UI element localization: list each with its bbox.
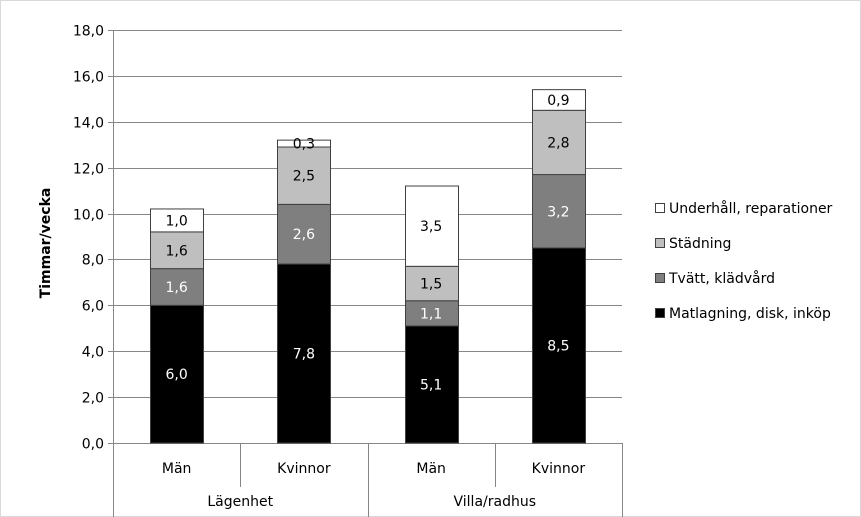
bar-segment [405,325,459,444]
y-tick-label: 4,0 [82,345,104,361]
bar-segment [532,109,586,176]
legend-swatch [655,273,665,283]
legend-entry-label: Matlagning, disk, inköp [669,306,831,322]
bar-segment [405,185,459,267]
bar-segment [405,300,459,327]
bar-data-label: 0,3 [293,137,315,153]
bar-segment [277,139,331,148]
bar-segment [277,146,331,205]
bar-segment [405,265,459,302]
bar-data-label: 1,6 [165,243,187,259]
bar-data-label: 6,0 [165,367,187,383]
bar-data-label: 2,5 [293,169,315,185]
y-axis-label: Timmar/vecka [38,188,54,299]
y-tick-label: 18,0 [73,24,104,40]
bar-data-label: 1,0 [165,213,187,229]
bars [150,89,586,444]
bar-data-label: 0,9 [547,93,569,109]
bar-segment [150,231,204,270]
bar-data-label: 3,2 [547,204,569,220]
x-group-label: Lägenhet [207,494,273,510]
legend-entry-label: Underhåll, reparationer [669,200,833,217]
bar-segment [150,304,204,444]
bar-segment [277,203,331,265]
x-group-label: Villa/radhus [454,494,537,510]
data-labels: 6,0 1,6 1,6 1,0 7,8 2,6 2,5 0,3 5,1 1,1 1,5 3,5 8,5 3… [165,93,569,394]
bar-data-label: 1,5 [420,277,442,293]
legend-swatch [655,203,665,213]
y-tick-label: 10,0 [73,208,104,224]
bar-data-label: 8,5 [547,338,569,354]
bar-data-label: 3,5 [420,219,442,235]
y-tick-label: 8,0 [82,253,104,269]
x-category-label: Kvinnor [277,461,331,477]
bar-data-label: 1,1 [420,306,442,322]
bar-segment [532,174,586,249]
bar-segment [150,208,204,233]
y-tick-label: 6,0 [82,299,104,315]
y-tick-label: 0,0 [82,437,104,453]
y-tick-label: 14,0 [73,116,104,132]
bar-segment [532,89,586,111]
bar-segment [150,268,204,306]
legend-entry-label: Tvätt, klädvård [668,270,775,287]
y-tick-label: 16,0 [73,70,104,86]
legend-swatch [655,238,665,248]
axes: 0,0 2,0 4,0 6,0 8,0 10,0 12,0 14,0 16,0 18,0 Män Kv… [73,24,623,517]
legend-swatch [655,308,665,318]
bar-segment [532,247,586,444]
bar-data-label: 2,8 [547,135,569,151]
x-category-label: Män [162,461,192,477]
bar-data-label: 2,6 [293,227,315,243]
bar-data-label: 1,6 [165,280,187,296]
x-category-label: Kvinnor [532,461,586,477]
y-tick-label: 12,0 [73,162,104,178]
bar-data-label: 5,1 [420,377,442,393]
legend-entry-label: Städning [669,236,731,252]
legend: Underhåll, reparationer Städning Tvätt, kl… [655,200,833,322]
bar-data-label: 7,8 [293,347,315,363]
x-category-label: Män [416,461,446,477]
y-tick-label: 2,0 [82,391,104,407]
